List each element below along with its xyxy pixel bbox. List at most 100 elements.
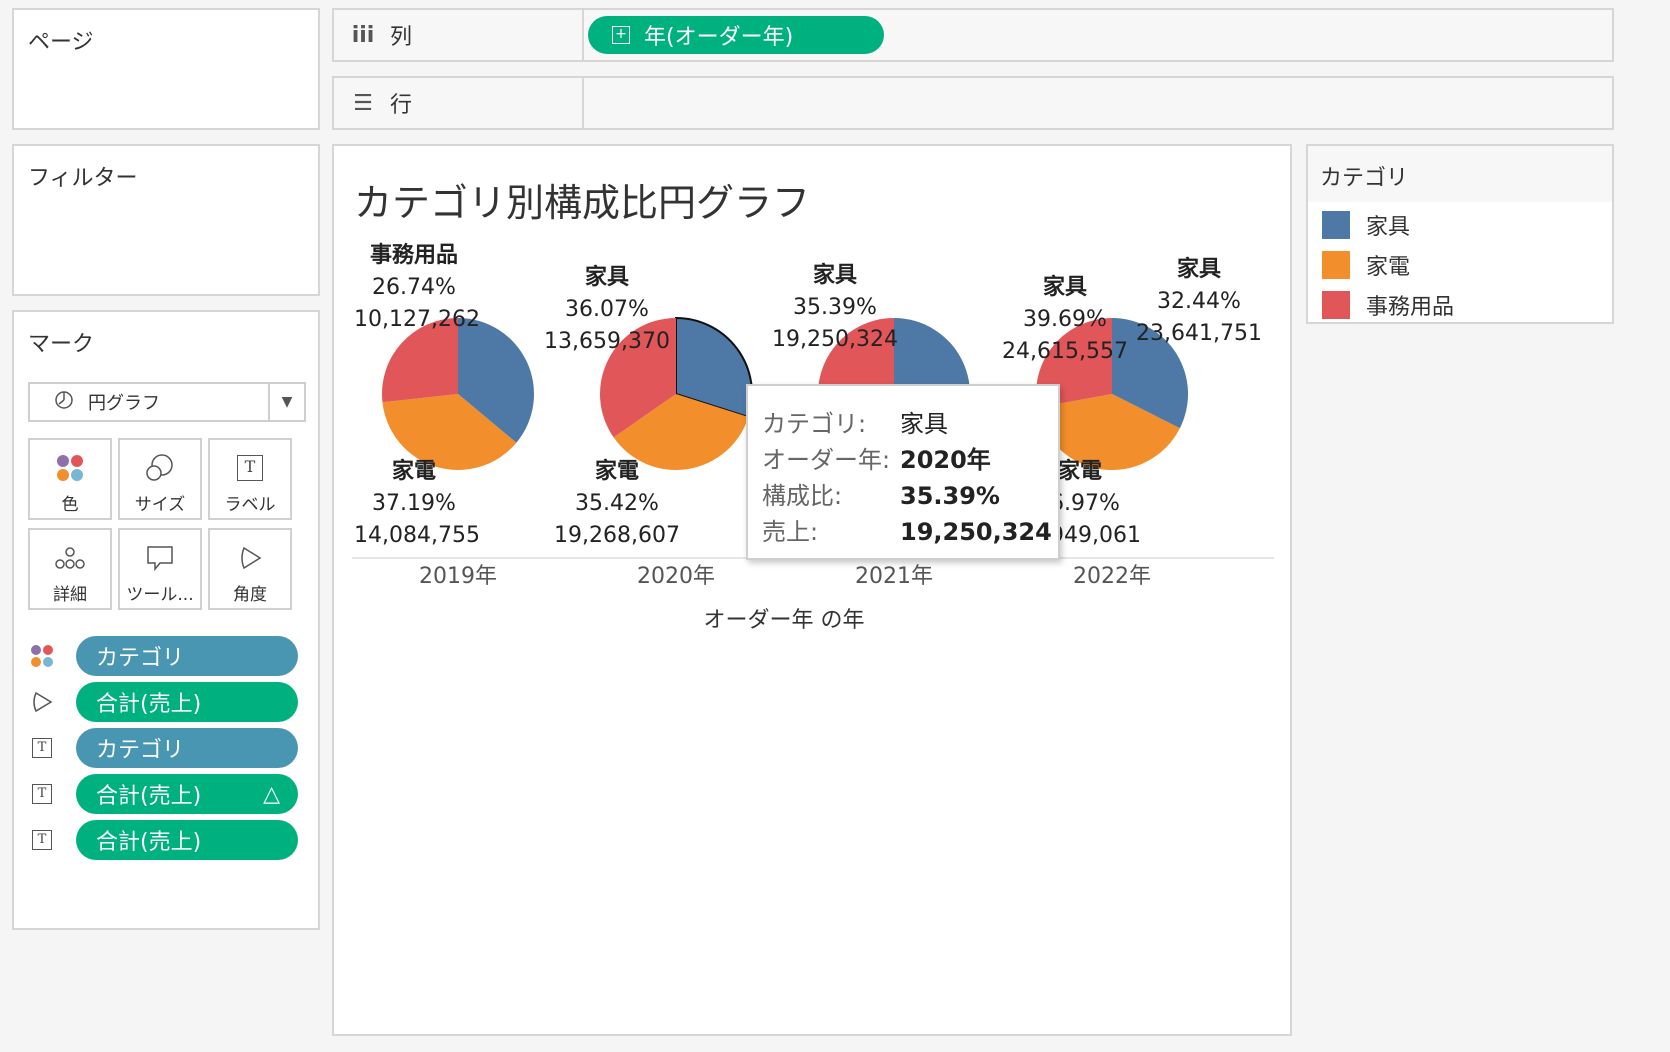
angle-button[interactable]: 角度	[208, 528, 292, 610]
label-percent: 32.44%	[1157, 289, 1241, 314]
label-value: 19,250,324	[772, 327, 898, 352]
angle-icon	[28, 688, 56, 716]
size-button[interactable]: サイズ	[118, 438, 202, 520]
color-dots-icon	[28, 642, 56, 670]
label-value: 14,084,755	[354, 523, 480, 548]
size-icon	[120, 446, 200, 490]
pie-label-2020-bottom: 家電 35.42% 19,268,607	[552, 456, 682, 552]
marks-title: マーク	[28, 332, 95, 357]
viz-title: カテゴリ別構成比円グラフ	[354, 181, 811, 225]
pie-slice[interactable]	[599, 318, 676, 438]
label-percent: 35.39%	[793, 295, 877, 320]
category-pill[interactable]: カテゴリ	[76, 636, 298, 676]
columns-shelf[interactable]: iii 列 + 年(オーダー年)	[332, 8, 1614, 62]
legend-item-furniture[interactable]: 家具	[1322, 208, 1410, 242]
pie-label-2022-bottom: 家電 6.97% 949,061	[1050, 456, 1150, 552]
sum-sales-pill-label: 合計(売上)	[96, 692, 202, 717]
tooltip-key: 構成比:	[762, 482, 843, 510]
chevron-down-icon[interactable]: ▼	[268, 384, 304, 420]
legend-item-label: 家電	[1366, 255, 1411, 280]
pie-slice[interactable]	[381, 318, 458, 403]
tooltip-value: 2020年	[900, 446, 991, 474]
rows-icon: ☰	[353, 90, 373, 116]
color-button-label: 色	[61, 495, 79, 515]
label-icon: T	[210, 446, 290, 490]
pie-label-2019-bottom: 家電 37.19% 14,084,755	[354, 456, 480, 552]
pie-label-2022-top-left: 家具 39.69% 24,615,557	[1000, 272, 1130, 368]
legend-item-label: 家具	[1366, 215, 1411, 240]
legend-header: カテゴリ	[1308, 146, 1612, 202]
x-tick-label: 2021年	[855, 564, 933, 589]
encoding-angle-sales: 合計(売上)	[28, 682, 308, 722]
label-button[interactable]: T ラベル	[208, 438, 292, 520]
label-icon: T	[28, 780, 56, 808]
pie-label-2022-top-right: 家具 32.44% 23,641,751	[1134, 254, 1264, 350]
tooltip-key: 売上:	[762, 518, 819, 546]
mark-type-dropdown[interactable]: 円グラフ ▼	[28, 382, 306, 422]
filters-card[interactable]: フィルター	[12, 144, 320, 296]
sum-sales-pill[interactable]: 合計(売上)	[76, 682, 298, 722]
sum-sales-pill[interactable]: 合計(売上) △	[76, 774, 298, 814]
label-percent: 35.42%	[575, 491, 659, 516]
x-tick-label: 2020年	[637, 564, 715, 589]
category-pill-label: カテゴリ	[96, 738, 185, 763]
label-value: 24,615,557	[1002, 339, 1128, 364]
legend-item-label: 事務用品	[1366, 295, 1455, 320]
tooltip-key: カテゴリ:	[762, 410, 867, 438]
rows-shelf-label: ☰ 行	[334, 78, 584, 128]
columns-shelf-title: 列	[390, 25, 413, 50]
label-category: 家具	[1176, 257, 1221, 282]
tooltip-button-label: ツール...	[126, 585, 194, 605]
legend-title: カテゴリ	[1320, 166, 1409, 191]
legend-item-office-supplies[interactable]: 事務用品	[1322, 288, 1454, 322]
legend-item-appliances[interactable]: 家電	[1322, 248, 1410, 282]
color-legend[interactable]: カテゴリ 家具 家電 事務用品	[1306, 144, 1614, 324]
label-category: 家電	[391, 459, 436, 484]
pie-slice[interactable]	[458, 318, 535, 443]
x-axis-title: オーダー年 の年	[703, 608, 865, 633]
pie-slice[interactable]	[613, 394, 749, 471]
label-button-label: ラベル	[224, 495, 276, 515]
label-percent: 26.74%	[372, 275, 456, 300]
detail-button[interactable]: 詳細	[28, 528, 112, 610]
sum-sales-pill-label: 合計(売上)	[96, 784, 202, 809]
angle-icon	[210, 536, 290, 580]
sum-sales-pill[interactable]: 合計(売上)	[76, 820, 298, 860]
pie-slice[interactable]	[1037, 394, 1180, 471]
label-category: 家電	[594, 459, 639, 484]
label-category: 家具	[1042, 275, 1087, 300]
tooltip-button[interactable]: ツール...	[118, 528, 202, 610]
legend-swatch	[1322, 291, 1350, 319]
expand-plus-icon[interactable]: +	[612, 26, 630, 44]
rows-shelf-title: 行	[390, 93, 413, 118]
label-percent: 37.19%	[372, 491, 456, 516]
rows-shelf[interactable]: ☰ 行	[332, 76, 1614, 130]
pie-slice[interactable]	[382, 394, 517, 471]
mark-type-value: 円グラフ	[88, 393, 160, 414]
order-year-pill-label: 年(オーダー年)	[644, 25, 794, 50]
encoding-label-category: T カテゴリ	[28, 728, 308, 768]
viz-worksheet[interactable]: カテゴリ別構成比円グラフ 事務用品 26.74% 10,127,262 家電 3…	[332, 144, 1292, 1036]
order-year-pill[interactable]: + 年(オーダー年)	[588, 16, 884, 54]
category-pill-label: カテゴリ	[96, 646, 185, 671]
color-button[interactable]: 色	[28, 438, 112, 520]
detail-icon	[30, 536, 110, 580]
label-icon: T	[28, 734, 56, 762]
tooltip-row-sales: 売上: 19,250,324	[762, 512, 1052, 547]
label-category: 家具	[584, 265, 629, 290]
category-pill[interactable]: カテゴリ	[76, 728, 298, 768]
label-percent: 6.97%	[1050, 491, 1120, 516]
label-value: 949,061	[1050, 523, 1141, 548]
label-category: 家具	[812, 263, 857, 288]
label-category: 家電	[1058, 459, 1103, 484]
pie-label-2020-top: 家具 36.07% 13,659,370	[542, 262, 672, 358]
pages-card[interactable]: ページ	[12, 8, 320, 130]
pie-chart-icon	[54, 390, 74, 415]
tooltip-key: オーダー年:	[762, 446, 891, 474]
filters-title: フィルター	[28, 166, 138, 191]
pie-slice[interactable]	[1112, 318, 1189, 429]
pie-label-2021-top: 家具 35.39% 19,250,324	[770, 260, 900, 356]
tooltip-value: 家具	[900, 410, 948, 438]
columns-shelf-label: iii 列	[334, 10, 584, 60]
color-dots-icon	[30, 446, 110, 490]
